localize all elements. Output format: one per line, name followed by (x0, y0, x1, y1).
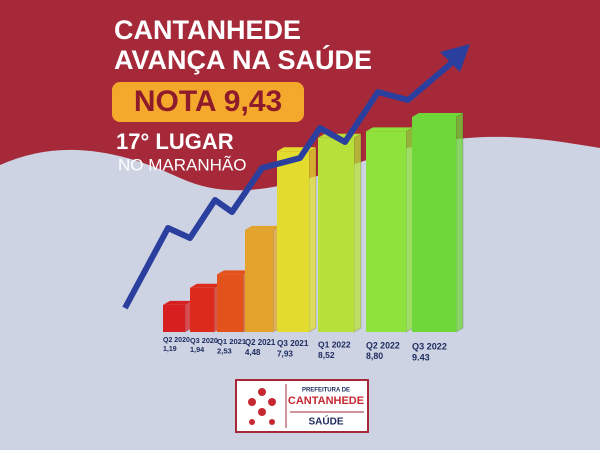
bar (366, 131, 406, 332)
x-tick-label: Q2 2021 (245, 338, 276, 347)
logo-icon (248, 388, 276, 425)
x-tick-label: Q2 2020 (163, 337, 190, 344)
value-label: 8,80 (366, 351, 383, 361)
bar-top (190, 283, 221, 288)
value-label: 8,52 (318, 350, 335, 360)
score: NOTA 9,43 (134, 85, 282, 118)
score-box (112, 82, 304, 122)
bar (412, 117, 456, 332)
title: CANTANHEDE (114, 15, 301, 45)
x-tick-label: Q1 2022 (318, 339, 351, 349)
bar (318, 137, 354, 332)
bar-top (366, 127, 413, 132)
bar-side (308, 146, 317, 333)
rank: 17° LUGAR (116, 129, 234, 154)
bar (217, 274, 243, 332)
value-label: 1,94 (190, 345, 205, 354)
bar (163, 304, 185, 332)
subtitle: AVANÇA NA SAÚDE (114, 44, 372, 75)
bar (190, 287, 214, 332)
bar-top (163, 300, 192, 305)
bar-side (455, 112, 464, 333)
bar (277, 151, 309, 332)
x-tick-label: Q1 2021 (217, 337, 247, 346)
value-label: 1,19 (163, 346, 177, 353)
rank-region: NO MARANHÃO (118, 155, 246, 174)
x-tick-label: Q3 2020 (190, 336, 218, 345)
x-tick-label: Q2 2022 (366, 340, 400, 350)
trend-arrow (122, 57, 457, 310)
value-label: 2,53 (217, 347, 232, 356)
bar-top (217, 270, 250, 275)
bar (245, 229, 273, 332)
x-tick-label: Q3 2021 (277, 339, 309, 348)
logo-box (235, 379, 369, 433)
value-label: 4,48 (245, 348, 261, 357)
logo-header: PREFEITURA DE (302, 388, 350, 394)
value-label: 7,93 (277, 349, 293, 358)
logo-name: CANTANHEDE (288, 395, 364, 407)
x-tick-label: Q3 2022 (412, 341, 447, 351)
bar-top (245, 225, 280, 230)
bar-top (412, 113, 463, 117)
value-label: 9.43 (412, 353, 430, 363)
logo-department: SAÚDE (308, 415, 343, 428)
bar-side (405, 126, 414, 333)
arrow-head (440, 44, 470, 72)
bar-side (353, 132, 362, 333)
